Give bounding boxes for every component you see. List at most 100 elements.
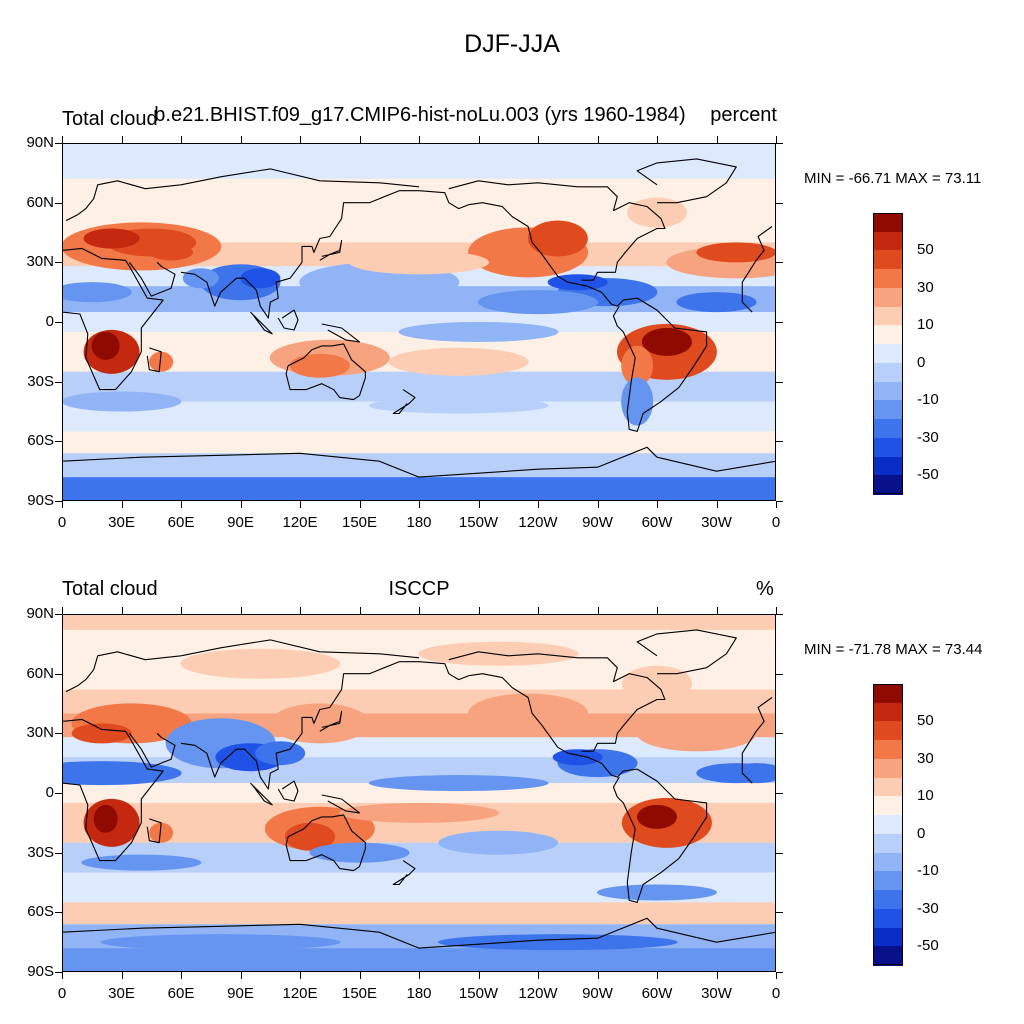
lat-tick-label: 90S	[27, 963, 54, 980]
tick-mark	[657, 136, 658, 143]
contour-patch	[636, 715, 757, 752]
coastline	[741, 697, 773, 784]
colorbar-swatch	[873, 344, 903, 364]
lon-tick-label: 30E	[108, 514, 135, 531]
tick-mark	[776, 501, 777, 508]
lat-tick-label: 30S	[27, 372, 54, 390]
contour-patch	[676, 292, 757, 313]
tick-mark	[776, 501, 783, 502]
lon-tick-label: 180	[406, 514, 432, 531]
tick-mark	[62, 136, 63, 143]
tick-mark	[181, 972, 182, 979]
lon-tick-label: 90W	[582, 985, 613, 1002]
tick-mark	[776, 322, 783, 323]
tick-mark	[181, 607, 182, 614]
panel-center-label: ISCCP	[388, 578, 450, 600]
contour-band	[62, 689, 776, 714]
tick-mark	[538, 972, 539, 979]
contour-patch	[62, 391, 182, 412]
coastline	[319, 710, 343, 732]
colorbar-swatch	[873, 400, 903, 420]
tick-mark	[478, 607, 480, 614]
lon-tick-label: 0	[57, 514, 67, 531]
colorbar-swatch	[873, 475, 903, 495]
contour-patch	[62, 282, 132, 303]
panel-center-label: b.e21.BHIST.f09_g17.CMIP6-hist-noLu.003 …	[154, 104, 686, 126]
tick-mark	[62, 607, 63, 614]
lon-tick-label: 60E	[167, 514, 195, 531]
contour-patch	[368, 397, 549, 414]
tick-mark	[597, 501, 599, 508]
tick-mark	[597, 136, 599, 143]
colorbar-label: 50	[917, 712, 934, 730]
lat-tick-label: 90N	[26, 134, 54, 151]
colorbar-label: 30	[917, 278, 934, 296]
coastline	[180, 190, 419, 319]
tick-mark	[181, 501, 182, 508]
lon-tick-label: 30W	[701, 514, 732, 531]
contour-band	[62, 614, 776, 630]
tick-mark	[55, 322, 62, 323]
map-frame	[62, 143, 776, 501]
lon-tick-label: 0	[771, 514, 781, 531]
tick-mark	[478, 972, 480, 979]
contour-patch	[349, 250, 489, 275]
lon-tick-label: 60E	[167, 985, 195, 1002]
coastline	[321, 794, 361, 814]
tick-mark	[776, 852, 783, 854]
tick-mark	[419, 972, 420, 979]
contour-patch	[149, 351, 174, 372]
lat-tick-label: 0	[45, 313, 54, 330]
colorbar-swatch	[873, 437, 903, 458]
tick-mark	[55, 143, 62, 144]
contour-patch	[418, 641, 579, 666]
coastline	[392, 860, 416, 886]
contour-patch	[83, 228, 140, 249]
tick-mark	[55, 733, 62, 735]
colorbar-swatch	[873, 250, 903, 270]
tick-mark	[716, 607, 718, 614]
tick-mark	[55, 441, 62, 443]
contour-patch	[621, 377, 654, 426]
contour-band	[62, 143, 776, 159]
lon-tick-label: 150W	[458, 514, 499, 531]
lat-tick-label: 30N	[26, 253, 54, 271]
coastline	[277, 780, 299, 802]
contour-patch	[696, 242, 776, 263]
colorbar-label: 0	[917, 353, 926, 371]
tick-mark	[62, 501, 63, 508]
tick-mark	[538, 136, 539, 143]
colorbar-label: -30	[917, 428, 939, 446]
contour-patch	[180, 648, 341, 679]
tick-mark	[776, 912, 783, 914]
colorbar-swatch	[873, 815, 903, 835]
tick-mark	[538, 501, 539, 508]
tick-mark	[657, 607, 658, 614]
colorbar-swatch	[873, 740, 903, 760]
coastline	[146, 347, 162, 373]
tick-mark	[121, 501, 123, 508]
colorbar-swatch	[873, 287, 903, 308]
contour-patch	[438, 830, 559, 855]
lat-tick-label: 90N	[26, 605, 54, 622]
tick-mark	[597, 972, 599, 979]
contour-patch	[637, 804, 677, 829]
lon-tick-label: 120W	[518, 985, 558, 1002]
contour-patch	[81, 854, 202, 871]
lon-tick-label: 120E	[282, 514, 318, 531]
contour-patch	[622, 665, 692, 702]
contour-patch	[149, 822, 174, 843]
colorbar-swatch	[873, 871, 903, 891]
lat-tick-label: 0	[45, 784, 54, 801]
coastline	[285, 343, 366, 401]
contour-band	[62, 948, 776, 972]
lon-tick-label: 150E	[341, 985, 378, 1002]
contour-patch	[284, 822, 335, 851]
tick-mark	[62, 972, 63, 979]
lat-tick-label: 60S	[27, 903, 54, 921]
contour-patch	[339, 802, 499, 823]
tick-mark	[240, 972, 242, 979]
contour-patch	[388, 347, 529, 376]
tick-mark	[776, 136, 777, 143]
panel-right-label: %	[756, 578, 774, 600]
